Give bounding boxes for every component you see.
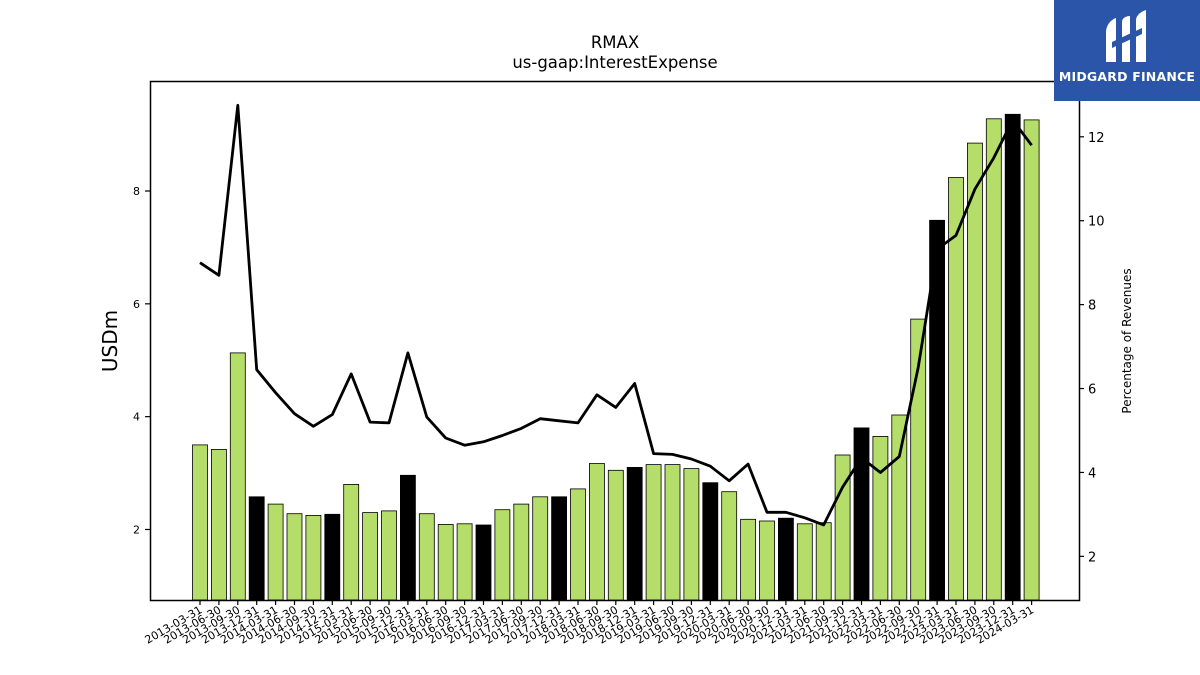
y-tick-label: 6: [133, 298, 140, 311]
y-tick-label: 2: [133, 523, 140, 536]
bar-2018-12-31: [626, 466, 643, 601]
bar-2023-12-31: [1004, 113, 1021, 601]
brand-name: MIDGARD FINANCE: [1058, 69, 1196, 84]
bar-2020-03-31: [721, 491, 738, 601]
bar-2013-09-30: [229, 352, 246, 601]
bar-2015-09-30: [381, 510, 397, 601]
bar-2013-06-30: [210, 448, 227, 601]
y-tick-label: 4: [133, 411, 140, 424]
brand-logo-box: MIDGARD FINANCE: [1054, 0, 1200, 101]
bar-2017-06-30: [513, 503, 530, 601]
bar-2022-06-30: [891, 414, 908, 601]
bar-series: [192, 113, 1040, 601]
bar-2020-06-30: [740, 518, 756, 601]
bar-2017-12-31: [551, 496, 567, 601]
right-axis-ticks: 2 4 6 8 10 12: [1079, 131, 1105, 565]
bar-2019-06-30: [664, 464, 681, 601]
bar-2015-12-31: [399, 474, 416, 601]
bar-2021-06-30: [815, 522, 832, 601]
y2-tick-label: 4: [1088, 466, 1096, 481]
y2-tick-label: 6: [1088, 383, 1096, 398]
bar-2014-06-30: [286, 513, 303, 601]
bar-2020-09-30: [759, 520, 775, 601]
bar-2016-12-31: [475, 524, 492, 601]
y2-tick-label: 2: [1088, 550, 1096, 565]
y-tick-label: 8: [133, 185, 140, 198]
bar-2016-09-30: [456, 523, 473, 601]
x-axis-ticks: 2013-03-312013-06-302013-09-302013-12-31…: [143, 600, 1036, 647]
bar-2015-06-30: [362, 512, 379, 601]
bar-2013-03-31: [192, 444, 208, 601]
bar-2013-12-31: [248, 496, 265, 601]
bar-2017-03-31: [494, 509, 511, 601]
y2-axis-label: Percentage of Revenues: [1120, 268, 1134, 413]
chart-subtitle: us-gaap:InterestExpense: [512, 53, 717, 72]
bar-2018-09-30: [607, 469, 624, 601]
bar-2021-03-31: [796, 523, 813, 601]
bar-2023-06-30: [967, 142, 983, 601]
midgard-logo-icon: [1106, 10, 1146, 62]
bar-2019-09-30: [683, 468, 700, 601]
bar-2019-03-31: [645, 464, 662, 601]
bar-2024-03-31: [1023, 119, 1040, 601]
bar-2017-09-30: [532, 496, 549, 601]
bar-2016-06-30: [437, 524, 454, 601]
bar-2014-12-31: [324, 513, 341, 601]
chart-title: RMAX: [591, 33, 639, 52]
bar-2016-03-31: [418, 513, 435, 601]
bar-2021-12-31: [853, 427, 870, 601]
bar-2018-03-31: [570, 488, 586, 601]
left-axis-ticks: 2 4 6 8: [133, 185, 150, 536]
bar-2023-09-30: [985, 118, 1002, 601]
bar-2019-12-31: [702, 482, 719, 601]
y2-tick-label: 10: [1088, 215, 1105, 230]
bar-2014-09-30: [305, 515, 322, 601]
bar-2018-06-30: [589, 463, 605, 601]
y2-tick-label: 12: [1088, 131, 1105, 146]
percentage-of-revenues-line: [199, 103, 1033, 527]
bar-2015-03-31: [343, 483, 360, 601]
plot-frame: [149, 80, 1081, 602]
y2-tick-label: 8: [1088, 299, 1096, 314]
bar-2022-03-31: [872, 435, 889, 601]
bar-2020-12-31: [778, 517, 794, 601]
bar-2014-03-31: [267, 503, 284, 601]
y-axis-label: USDm: [98, 310, 122, 372]
